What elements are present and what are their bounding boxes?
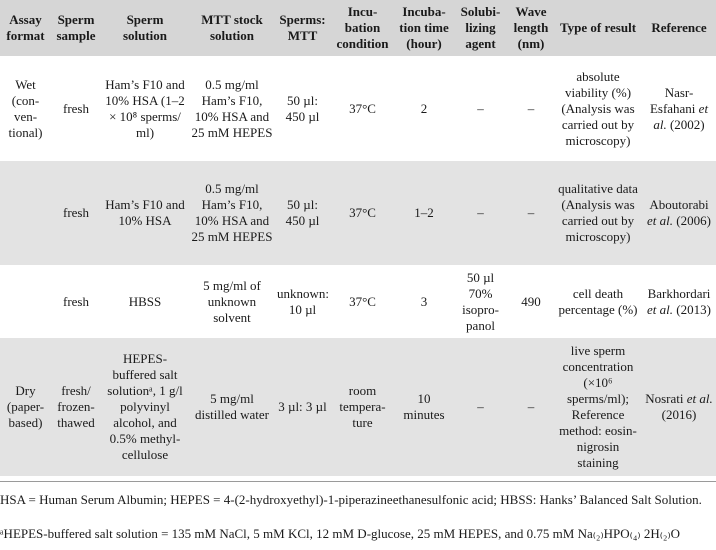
cell-solubilizing-agent: – (453, 161, 508, 265)
assay-table: Assay format Sperm sample Sperm solution… (0, 0, 716, 476)
cell-solubilizing-agent: – (453, 338, 508, 476)
cell-sperm-solution: HEPES-buffered salt solutionᵃ, 1 g/l pol… (101, 338, 189, 476)
header-mtt-stock-solution: MTT stock solution (189, 0, 275, 57)
header-reference: Reference (642, 0, 716, 57)
cell-type-of-result: absolute viability (%) (Analysis was car… (554, 56, 642, 161)
reference-year: (2006) (676, 213, 711, 228)
cell-mtt-stock: 5 mg/ml of unknown solvent (189, 265, 275, 338)
header-incubation-condition: Incu-bation condition (330, 0, 395, 57)
cell-sperm-sample: fresh (51, 56, 101, 161)
reference-etal: et al. (686, 391, 713, 406)
cell-incubation-time: 1–2 (395, 161, 453, 265)
cell-incubation-condition: 37°C (330, 265, 395, 338)
cell-sperm-sample: fresh (51, 161, 101, 265)
cell-wave-length: – (508, 56, 554, 161)
cell-solubilizing-agent: – (453, 56, 508, 161)
cell-type-of-result: qualitative data (Analysis was carried o… (554, 161, 642, 265)
reference-author: Nasr-Esfahani (649, 85, 696, 116)
cell-sperm-sample: fresh/ frozen-thawed (51, 338, 101, 476)
reference-etal: et al. (653, 101, 709, 132)
header-wave-length: Wave length (nm) (508, 0, 554, 57)
cell-type-of-result: cell death percentage (%) (554, 265, 642, 338)
reference-author: Aboutorabi (649, 197, 709, 212)
cell-sperm-solution: Ham’s F10 and 10% HSA (1–2 × 10⁸ sperms/… (101, 56, 189, 161)
header-assay-format: Assay format (0, 0, 51, 57)
cell-reference: Barkhordari et al. (2013) (642, 265, 716, 338)
cell-assay-format (0, 161, 51, 265)
cell-wave-length: 490 (508, 265, 554, 338)
cell-reference: Nosrati et al. (2016) (642, 338, 716, 476)
cell-reference: Nasr-Esfahani et al. (2002) (642, 56, 716, 161)
cell-sperm-solution: HBSS (101, 265, 189, 338)
header-solubilizing-agent: Solubi-lizing agent (453, 0, 508, 57)
reference-author: Nosrati (645, 391, 684, 406)
cell-sperm-solution: Ham’s F10 and 10% HSA (101, 161, 189, 265)
header-row: Assay format Sperm sample Sperm solution… (0, 0, 716, 57)
cell-incubation-condition: room tempera-ture (330, 338, 395, 476)
cell-type-of-result: live sperm concentration (×10⁶ sperms/ml… (554, 338, 642, 476)
cell-sperms-mtt: 50 µl: 450 µl (275, 161, 330, 265)
cell-incubation-time: 2 (395, 56, 453, 161)
cell-incubation-time: 3 (395, 265, 453, 338)
cell-reference: Aboutorabi et al. (2006) (642, 161, 716, 265)
table-row: fresh HBSS 5 mg/ml of unknown solvent un… (0, 265, 716, 338)
cell-sperms-mtt: 50 µl: 450 µl (275, 56, 330, 161)
cell-assay-format: Wet (con-ven-tional) (0, 56, 51, 161)
reference-etal: et al. (647, 213, 674, 228)
table-row: Wet (con-ven-tional) fresh Ham’s F10 and… (0, 56, 716, 161)
reference-author: Barkhordari (647, 285, 711, 301)
reference-year: (2002) (669, 117, 705, 132)
cell-incubation-time: 10 minutes (395, 338, 453, 476)
footnote-hepes-buffer: ᵃHEPES-buffered salt solution = 135 mM N… (0, 526, 681, 541)
cell-assay-format: Dry (paper-based) (0, 338, 51, 476)
reference-etal: et al. (647, 301, 674, 317)
cell-mtt-stock: 0.5 mg/ml Ham’s F10, 10% HSA and 25 mM H… (189, 56, 275, 161)
footnote-abbreviations: HSA = Human Serum Albumin; HEPES = 4-(2-… (0, 492, 702, 507)
cell-mtt-stock: 5 mg/ml distilled water (189, 338, 275, 476)
reference-year: (2013) (676, 301, 711, 317)
header-type-of-result: Type of result (554, 0, 642, 57)
header-sperm-sample: Sperm sample (51, 0, 101, 57)
cell-incubation-condition: 37°C (330, 161, 395, 265)
cell-sperms-mtt: unknown: 10 µl (275, 265, 330, 338)
cell-sperm-sample: fresh (51, 265, 101, 338)
header-incubation-time: Incuba-tion time (hour) (395, 0, 453, 57)
cell-assay-format (0, 265, 51, 338)
cell-wave-length: – (508, 338, 554, 476)
cell-wave-length: – (508, 161, 554, 265)
header-sperms-mtt: Sperms: MTT (275, 0, 330, 57)
table-row: Dry (paper-based) fresh/ frozen-thawed H… (0, 338, 716, 476)
header-sperm-solution: Sperm solution (101, 0, 189, 57)
reference-year: (2016) (661, 407, 697, 422)
cell-mtt-stock: 0.5 mg/ml Ham’s F10, 10% HSA and 25 mM H… (189, 161, 275, 265)
cell-incubation-condition: 37°C (330, 56, 395, 161)
table-row: fresh Ham’s F10 and 10% HSA 0.5 mg/ml Ha… (0, 161, 716, 265)
cell-solubilizing-agent: 50 µl 70% isopro-panol (453, 265, 508, 338)
cell-sperms-mtt: 3 µl: 3 µl (275, 338, 330, 476)
table-bottom-rule (0, 481, 716, 482)
